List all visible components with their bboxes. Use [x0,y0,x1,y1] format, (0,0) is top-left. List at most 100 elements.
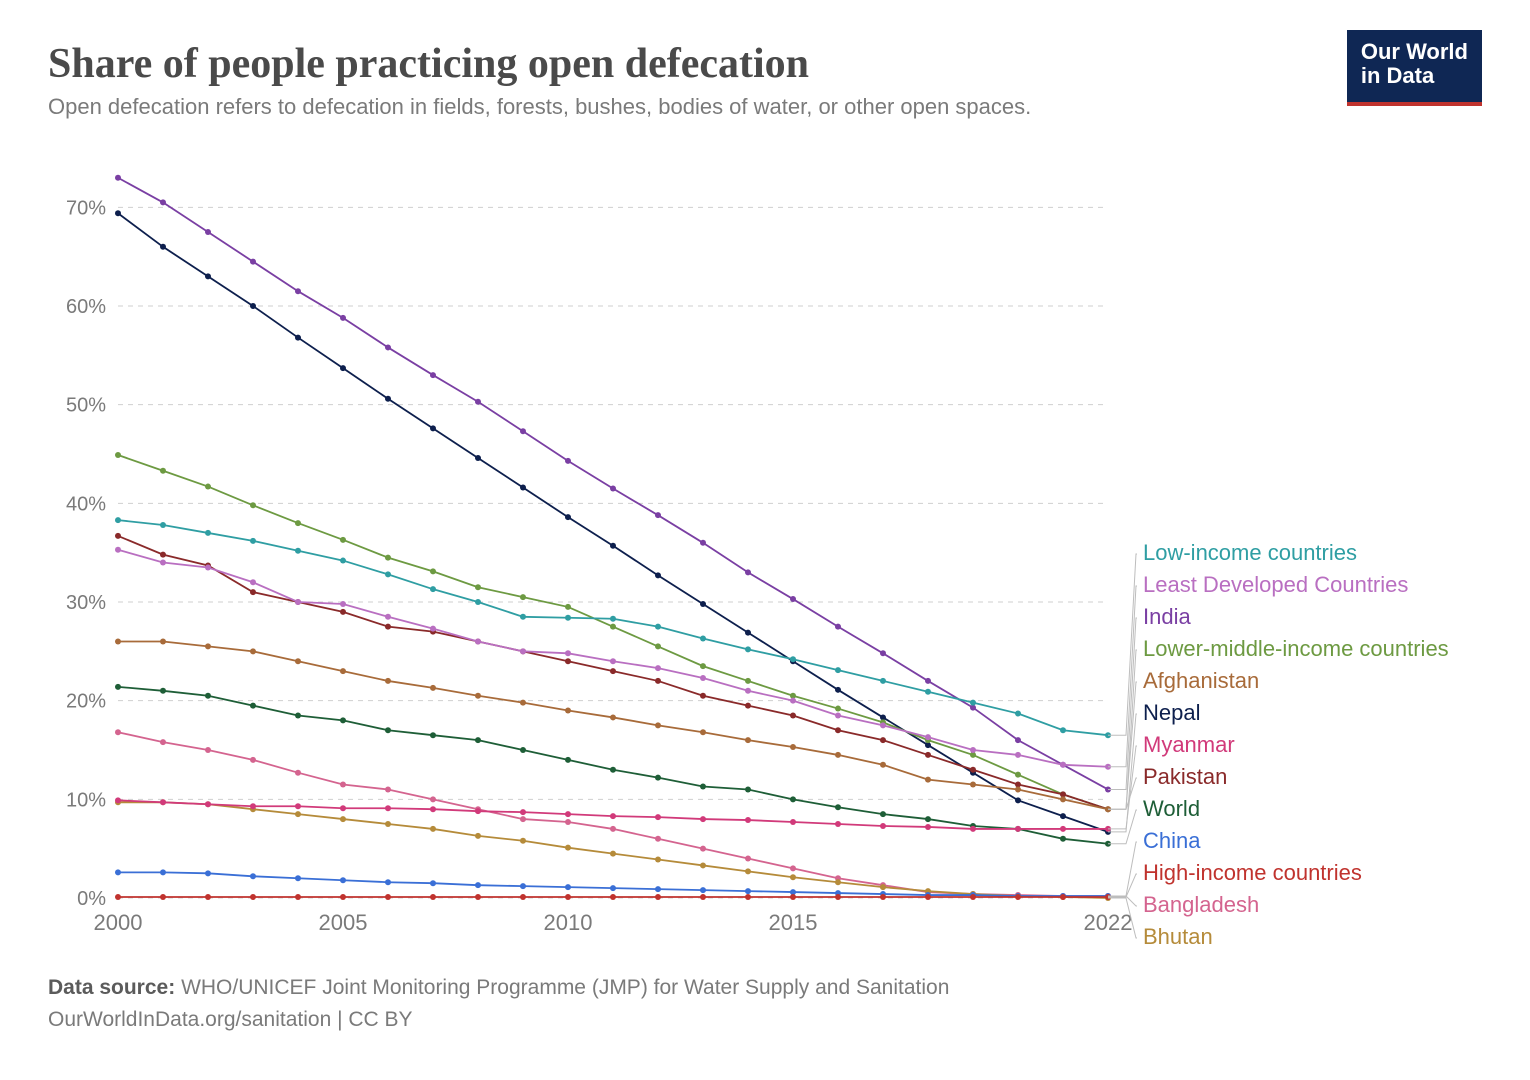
series-marker [610,486,616,492]
series-marker [115,797,121,803]
series-marker [250,894,256,900]
series-marker [430,372,436,378]
series-marker [295,712,301,718]
page-title: Share of people practicing open defecati… [48,40,1482,88]
series-marker [1060,826,1066,832]
series-marker [925,824,931,830]
series-marker [115,533,121,539]
series-marker [250,803,256,809]
series-marker [655,572,661,578]
series-marker [295,770,301,776]
series-marker [340,537,346,543]
series-marker [655,722,661,728]
legend-label: Lower-middle-income countries [1143,636,1449,661]
series-marker [475,737,481,743]
series-marker [385,805,391,811]
series-marker [655,512,661,518]
x-tick-label: 2022 [1084,910,1133,935]
series-marker [430,568,436,574]
page-subtitle: Open defecation refers to defecation in … [48,94,1482,120]
series-line [118,641,1108,809]
series-marker [880,678,886,684]
series-marker [340,668,346,674]
series-marker [385,571,391,577]
series-marker [295,335,301,341]
series-marker [385,786,391,792]
legend-label: Pakistan [1143,764,1227,789]
series-marker [250,589,256,595]
series-marker [745,630,751,636]
series-marker [790,656,796,662]
series-marker [115,517,121,523]
y-tick-label: 20% [66,691,106,713]
series-marker [970,826,976,832]
series-marker [610,658,616,664]
series-marker [655,678,661,684]
series-marker [790,894,796,900]
series-marker [295,548,301,554]
series-marker [700,887,706,893]
series-marker [1060,813,1066,819]
series-marker [385,614,391,620]
series-marker [700,862,706,868]
series-marker [430,685,436,691]
series-marker [1015,786,1021,792]
legend-label: Nepal [1143,700,1200,725]
series-marker [610,616,616,622]
series-marker [250,873,256,879]
x-tick-label: 2005 [319,910,368,935]
series-marker [385,821,391,827]
series-marker [745,569,751,575]
series-marker [835,727,841,733]
series-marker [1060,894,1066,900]
series-marker [700,846,706,852]
series-marker [205,530,211,536]
series-marker [1015,826,1021,832]
series-marker [745,737,751,743]
legend-label: High-income countries [1143,860,1362,885]
series-marker [250,538,256,544]
series-marker [430,826,436,832]
series-marker [610,543,616,549]
series-marker [430,796,436,802]
series-marker [835,624,841,630]
series-marker [160,560,166,566]
legend-label: India [1143,604,1191,629]
series-marker [925,734,931,740]
series-marker [610,851,616,857]
series-marker [790,698,796,704]
series-marker [1015,772,1021,778]
series-marker [295,658,301,664]
series-marker [565,894,571,900]
series-marker [880,811,886,817]
series-marker [700,693,706,699]
legend-label: Afghanistan [1143,668,1259,693]
series-marker [250,502,256,508]
series-marker [700,636,706,642]
series-marker [430,894,436,900]
series-marker [565,650,571,656]
series-marker [1015,737,1021,743]
series-marker [520,594,526,600]
series-marker [520,809,526,815]
series-marker [250,579,256,585]
x-tick-label: 2000 [94,910,143,935]
series-marker [700,729,706,735]
y-tick-label: 10% [66,789,106,811]
series-marker [295,288,301,294]
series-marker [610,624,616,630]
series-marker [1060,762,1066,768]
series-marker [340,601,346,607]
series-marker [745,646,751,652]
series-marker [385,344,391,350]
x-tick-label: 2010 [544,910,593,935]
series-marker [700,663,706,669]
series-marker [115,894,121,900]
series-marker [745,786,751,792]
series-line [118,455,1108,809]
series-marker [925,678,931,684]
series-marker [430,626,436,632]
series-marker [475,638,481,644]
legend-label: Least Developed Countries [1143,572,1408,597]
series-marker [790,865,796,871]
